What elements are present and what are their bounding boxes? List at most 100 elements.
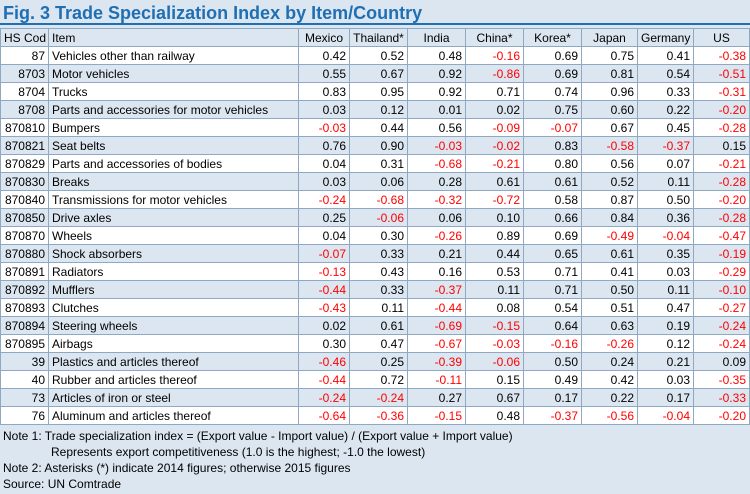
index-value-cell: 0.11 [349,298,408,317]
table-body: 87 Vehicles other than railway 0.42 0.52 0.4… [0,46,750,425]
index-value-cell: 0.02 [298,316,350,335]
index-value-cell: 0.33 [637,82,694,101]
index-value-cell: 0.64 [523,316,582,335]
index-value-cell: 0.75 [523,100,582,119]
index-value-cell: 0.17 [637,388,694,407]
index-value-cell: -0.29 [693,262,750,281]
item-cell: Breaks [48,172,299,191]
index-value-cell: -0.03 [298,118,350,137]
index-value-cell: -0.10 [693,280,750,299]
index-value-cell: 0.76 [298,136,350,155]
item-cell: Seat belts [48,136,299,155]
index-value-cell: 0.30 [298,334,350,353]
column-header: India [407,28,466,47]
index-value-cell: -0.13 [298,262,350,281]
index-value-cell: -0.28 [693,118,750,137]
index-value-cell: -0.28 [693,208,750,227]
index-value-cell: 0.51 [581,298,638,317]
index-value-cell: -0.56 [581,406,638,425]
index-value-cell: -0.47 [693,226,750,245]
table-row: 870829 Parts and accessories of bodies 0.0… [0,154,750,173]
table-row: 870880 Shock absorbers -0.07 0.33 0.21 0.44 0.… [0,244,750,263]
index-value-cell: 0.12 [349,100,408,119]
index-value-cell: 0.27 [407,388,466,407]
index-value-cell: 0.87 [581,190,638,209]
table-header-row: HS Cod Item Mexico Thailand* India China* Kore… [0,28,750,47]
index-value-cell: -0.43 [298,298,350,317]
index-value-cell: -0.44 [407,298,466,317]
index-value-cell: 0.89 [465,226,524,245]
hs-code-cell: 40 [0,370,49,389]
index-value-cell: 0.83 [298,82,350,101]
index-value-cell: 0.36 [637,208,694,227]
index-value-cell: 0.41 [581,262,638,281]
hs-code-cell: 73 [0,388,49,407]
index-value-cell: -0.06 [465,352,524,371]
index-value-cell: 0.95 [349,82,408,101]
index-value-cell: 0.47 [637,298,694,317]
index-value-cell: 0.96 [581,82,638,101]
index-value-cell: -0.03 [465,334,524,353]
index-value-cell: -0.46 [298,352,350,371]
hs-code-cell: 8703 [0,64,49,83]
item-cell: Bumpers [48,118,299,137]
index-value-cell: 0.60 [581,100,638,119]
hs-code-cell: 870810 [0,118,49,137]
index-value-cell: 0.21 [407,244,466,263]
table-row: 8703 Motor vehicles 0.55 0.67 0.92 -0.86 0.69 0… [0,64,750,83]
index-value-cell: -0.67 [407,334,466,353]
index-value-cell: -0.31 [693,82,750,101]
item-cell: Aluminum and articles thereof [48,406,299,425]
index-value-cell: 0.49 [523,370,582,389]
index-value-cell: 0.19 [637,316,694,335]
index-value-cell: -0.37 [407,280,466,299]
item-cell: Parts and accessories for motor vehicles [48,100,299,119]
table-row: 87 Vehicles other than railway 0.42 0.52 0.4… [0,46,750,65]
index-value-cell: -0.64 [298,406,350,425]
index-value-cell: 0.58 [523,190,582,209]
hs-code-cell: 76 [0,406,49,425]
column-header: Item [48,28,299,47]
hs-code-cell: 870894 [0,316,49,335]
index-value-cell: -0.58 [581,136,638,155]
item-cell: Plastics and articles thereof [48,352,299,371]
index-value-cell: -0.24 [693,334,750,353]
index-value-cell: -0.16 [523,334,582,353]
index-value-cell: 0.50 [581,280,638,299]
index-value-cell: -0.35 [693,370,750,389]
index-value-cell: 0.44 [465,244,524,263]
index-value-cell: 0.21 [637,352,694,371]
item-cell: Transmissions for motor vehicles [48,190,299,209]
index-value-cell: -0.04 [637,226,694,245]
index-value-cell: 0.11 [465,280,524,299]
index-value-cell: 0.63 [581,316,638,335]
index-value-cell: -0.68 [407,154,466,173]
index-value-cell: 0.67 [581,118,638,137]
index-value-cell: -0.49 [581,226,638,245]
index-value-cell: 0.50 [523,352,582,371]
table-row: 76 Aluminum and articles thereof -0.64 -0.3… [0,406,750,425]
index-value-cell: 0.09 [693,352,750,371]
index-value-cell: 0.67 [465,388,524,407]
table-row: 870893 Clutches -0.43 0.11 -0.44 0.08 0.54 0.51… [0,298,750,317]
index-value-cell: 0.83 [523,136,582,155]
index-value-cell: 0.52 [581,172,638,191]
column-header: Japan [581,28,638,47]
index-value-cell: 0.01 [407,100,466,119]
item-cell: Vehicles other than railway [48,46,299,65]
table-row: 8704 Trucks 0.83 0.95 0.92 0.71 0.74 0.96 0.33 -0… [0,82,750,101]
hs-code-cell: 870870 [0,226,49,245]
item-cell: Clutches [48,298,299,317]
index-value-cell: 0.12 [637,334,694,353]
figure-title: Fig. 3 Trade Specialization Index by Ite… [3,3,423,23]
index-value-cell: -0.02 [465,136,524,155]
index-value-cell: 0.11 [637,280,694,299]
hs-code-cell: 870850 [0,208,49,227]
index-value-cell: 0.41 [637,46,694,65]
index-value-cell: -0.28 [693,172,750,191]
index-value-cell: -0.72 [465,190,524,209]
index-value-cell: 0.06 [407,208,466,227]
hs-code-cell: 870830 [0,172,49,191]
index-value-cell: 0.48 [465,406,524,425]
note-1: Note 1: Trade specialization index = (Ex… [3,429,513,443]
